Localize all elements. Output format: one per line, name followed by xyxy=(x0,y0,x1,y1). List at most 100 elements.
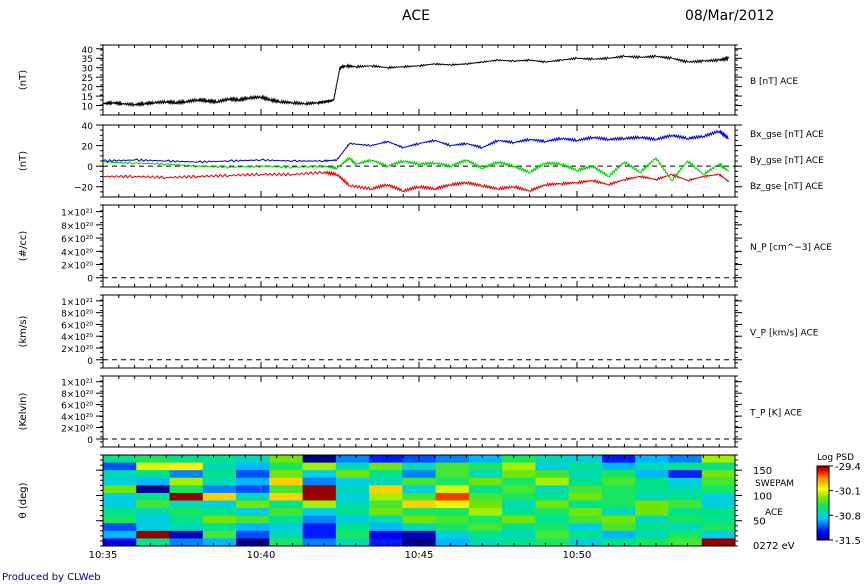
heatmap-cell xyxy=(202,508,237,517)
heatmap-cell xyxy=(402,515,437,524)
heatmap-cell xyxy=(335,492,370,501)
heatmap-cell xyxy=(402,462,437,471)
time-tick-label: 10:35 xyxy=(89,550,118,561)
heatmap-cell xyxy=(468,500,503,509)
heatmap-cell xyxy=(269,523,304,532)
heatmap-cell xyxy=(202,530,237,539)
heatmap-cell xyxy=(535,500,570,509)
heatmap-cell xyxy=(601,455,636,464)
heatmap-cell xyxy=(202,485,237,494)
heatmap-cell xyxy=(502,477,536,486)
heatmap-cell xyxy=(701,515,736,524)
y-tick-label: 6×10²⁰ xyxy=(61,402,93,412)
series-label: B [nT] ACE xyxy=(750,77,798,87)
heatmap-cell xyxy=(335,515,370,524)
heatmap-cell xyxy=(635,500,669,509)
y-axis-label: θ (deg) xyxy=(18,482,29,518)
heatmap-cell xyxy=(402,500,437,509)
colorbar-swatch xyxy=(817,484,829,487)
y-tick-label: 40 xyxy=(82,46,94,56)
heatmap-cell xyxy=(701,477,736,486)
heatmap-cell xyxy=(468,477,503,486)
heatmap-cell xyxy=(236,530,270,539)
heatmap-cell xyxy=(202,515,237,524)
heatmap-cell xyxy=(635,462,669,471)
heatmap-cell xyxy=(601,538,636,547)
heatmap-cell xyxy=(535,515,570,524)
heatmap-cell xyxy=(302,515,337,524)
series-label: T_P [K] ACE xyxy=(749,409,802,419)
series-label: Bz_gse [nT] ACE xyxy=(750,182,824,192)
colorbar-swatch xyxy=(817,467,829,471)
heatmap-cell xyxy=(302,530,337,539)
colorbar-swatch xyxy=(817,491,829,495)
y-tick-label: 8×10²⁰ xyxy=(61,310,93,320)
y-axis-label: (nT) xyxy=(18,151,29,171)
colorbar-swatch xyxy=(817,497,829,500)
heatmap-cell xyxy=(335,470,370,479)
series-label: V_P [km/s] ACE xyxy=(750,329,819,339)
heatmap-cell xyxy=(269,492,304,501)
y-tick-label: 50 xyxy=(753,517,766,528)
colorbar-swatch xyxy=(817,490,829,493)
heatmap-cell xyxy=(468,530,503,539)
heatmap-cell xyxy=(568,515,603,524)
heatmap-cell xyxy=(335,508,370,517)
heatmap-cell xyxy=(701,470,736,479)
heatmap-cell xyxy=(568,538,603,547)
colorbar-swatch xyxy=(817,469,829,473)
heatmap-cell xyxy=(236,462,270,471)
heatmap-cell xyxy=(435,508,470,517)
heatmap-cell xyxy=(136,485,171,494)
y-tick-label: 2×10²⁰ xyxy=(61,262,93,272)
heatmap-cell xyxy=(435,477,470,486)
heatmap-cell xyxy=(302,485,337,494)
heatmap-cell xyxy=(635,455,669,464)
heatmap-cell xyxy=(402,470,437,479)
colorbar: Log PSD-29.4 -30.1 -30.8 -31.5 xyxy=(816,453,861,547)
panel-2: 1×10²¹ 8×10²⁰ 6×10²⁰ 4×10²⁰ 2×10²⁰ 0 (#/cc) N_P… xyxy=(18,204,832,288)
y-tick-label: 1×10²¹ xyxy=(61,298,93,308)
heatmap-cell xyxy=(601,462,636,471)
colorbar-swatch xyxy=(817,510,829,513)
heatmap-cell xyxy=(302,508,337,517)
y-tick-label: 4×10²⁰ xyxy=(61,413,93,423)
heatmap-cell xyxy=(468,485,503,494)
heatmap-cell xyxy=(369,455,403,464)
spacecraft-label: ACE xyxy=(765,508,783,518)
heatmap-cell xyxy=(601,508,636,517)
heatmap-cell xyxy=(103,500,137,509)
heatmap-cell xyxy=(335,530,370,539)
heatmap-cell xyxy=(136,523,171,532)
heatmap-cell xyxy=(136,500,171,509)
heatmap-cell xyxy=(402,477,437,486)
heatmap-cell xyxy=(335,477,370,486)
heatmap-cell xyxy=(668,485,703,494)
colorbar-swatch xyxy=(817,477,829,480)
heatmap-cell xyxy=(502,455,536,464)
heatmap-cell xyxy=(202,455,237,464)
series-label: N_P [cm^−3] ACE xyxy=(750,243,832,253)
y-axis-label: (#/cc) xyxy=(18,231,29,262)
heatmap-cell xyxy=(136,538,171,547)
colorbar-tick-label: -29.4 xyxy=(835,462,861,473)
heatmap-cell xyxy=(269,538,304,547)
heatmap-cell xyxy=(535,455,570,464)
y-tick-label: 30 xyxy=(82,65,94,75)
heatmap-cell xyxy=(103,538,137,547)
heatmap-cell xyxy=(668,508,703,517)
y-tick-label: 1×10²¹ xyxy=(61,209,93,219)
heatmap-cell xyxy=(302,477,337,486)
colorbar-frame xyxy=(816,465,830,541)
heatmap-cell xyxy=(369,523,403,532)
heatmap-cell xyxy=(269,462,304,471)
heatmap-cell xyxy=(635,485,669,494)
heatmap-cell xyxy=(402,530,437,539)
heatmap-cell xyxy=(136,470,171,479)
colorbar-swatch xyxy=(817,532,829,535)
y-axis-label: (km/s) xyxy=(18,315,29,347)
heatmap-cell xyxy=(635,492,669,501)
heatmap-cell xyxy=(402,508,437,517)
